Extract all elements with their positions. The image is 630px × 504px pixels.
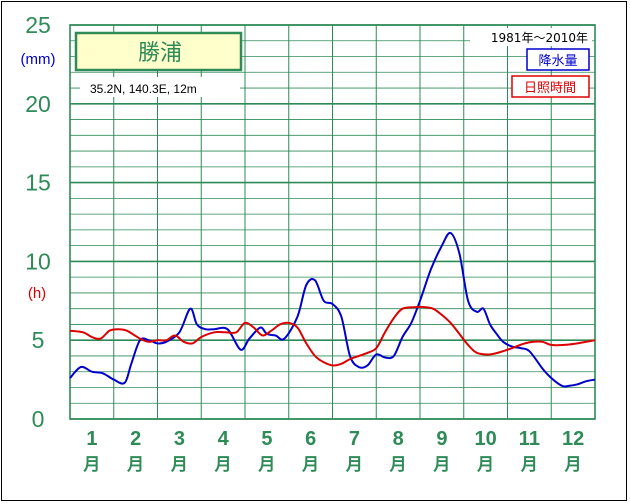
title-box bbox=[74, 31, 243, 72]
period-label: 1981年〜2010年 bbox=[491, 31, 588, 45]
month-kanji-label: 月 bbox=[476, 455, 494, 475]
month-kanji-label: 月 bbox=[82, 455, 100, 475]
legend-precip-box bbox=[526, 48, 590, 71]
station-coords: 35.2N, 140.3E, 12m bbox=[90, 82, 197, 96]
month-number-label: 10 bbox=[475, 428, 497, 450]
month-kanji-label: 月 bbox=[520, 455, 538, 475]
y-tick-label: 20 bbox=[25, 91, 51, 117]
plot-area-border bbox=[69, 24, 596, 420]
month-kanji-label: 月 bbox=[170, 455, 188, 475]
major-gridlines bbox=[69, 24, 596, 420]
month-kanji-label: 月 bbox=[257, 455, 275, 475]
y-unit-left: (mm) bbox=[21, 51, 56, 68]
month-number-label: 11 bbox=[519, 428, 540, 450]
legend-sunshine-box bbox=[511, 75, 590, 98]
y-tick-label: 25 bbox=[25, 12, 51, 38]
month-labels: 1 月 2 月 3 月 4 月 5 月 6 月 7 月 8 月 9 月 10 月 11 月 12 月 bbox=[82, 428, 584, 475]
series-line-precip bbox=[69, 231, 596, 388]
y-unit-right: (h) bbox=[28, 285, 46, 302]
station-title: 勝浦 bbox=[138, 41, 182, 66]
month-number-label: 7 bbox=[349, 428, 360, 450]
month-kanji-label: 月 bbox=[301, 455, 319, 475]
month-kanji-label: 月 bbox=[564, 455, 582, 475]
month-number-label: 9 bbox=[436, 428, 447, 450]
month-kanji-label: 月 bbox=[389, 455, 407, 475]
y-tick-label: 15 bbox=[25, 170, 51, 196]
month-number-label: 4 bbox=[218, 428, 230, 450]
y-tick-labels: 0 5 10 15 20 25 bbox=[25, 12, 51, 432]
series-lines bbox=[69, 231, 596, 388]
month-number-label: 5 bbox=[261, 428, 272, 450]
month-kanji-label: 月 bbox=[432, 455, 450, 475]
month-kanji-label: 月 bbox=[214, 455, 232, 475]
y-tick-label: 5 bbox=[32, 327, 45, 353]
legend-precip-label: 降水量 bbox=[538, 54, 577, 69]
y-tick-label: 0 bbox=[32, 406, 45, 432]
month-number-label: 8 bbox=[393, 428, 404, 450]
period-bg bbox=[470, 28, 592, 46]
month-number-label: 1 bbox=[86, 428, 97, 450]
month-number-label: 3 bbox=[174, 428, 185, 450]
y-tick-label: 10 bbox=[25, 248, 51, 274]
month-kanji-label: 月 bbox=[345, 455, 363, 475]
month-number-label: 6 bbox=[305, 428, 316, 450]
month-number-label: 2 bbox=[130, 428, 141, 450]
coords-bg bbox=[80, 77, 240, 97]
series-line-sunshine bbox=[69, 305, 596, 367]
legend-sunshine-label: 日照時間 bbox=[524, 81, 576, 96]
month-kanji-label: 月 bbox=[126, 455, 144, 475]
month-number-label: 12 bbox=[562, 428, 584, 450]
